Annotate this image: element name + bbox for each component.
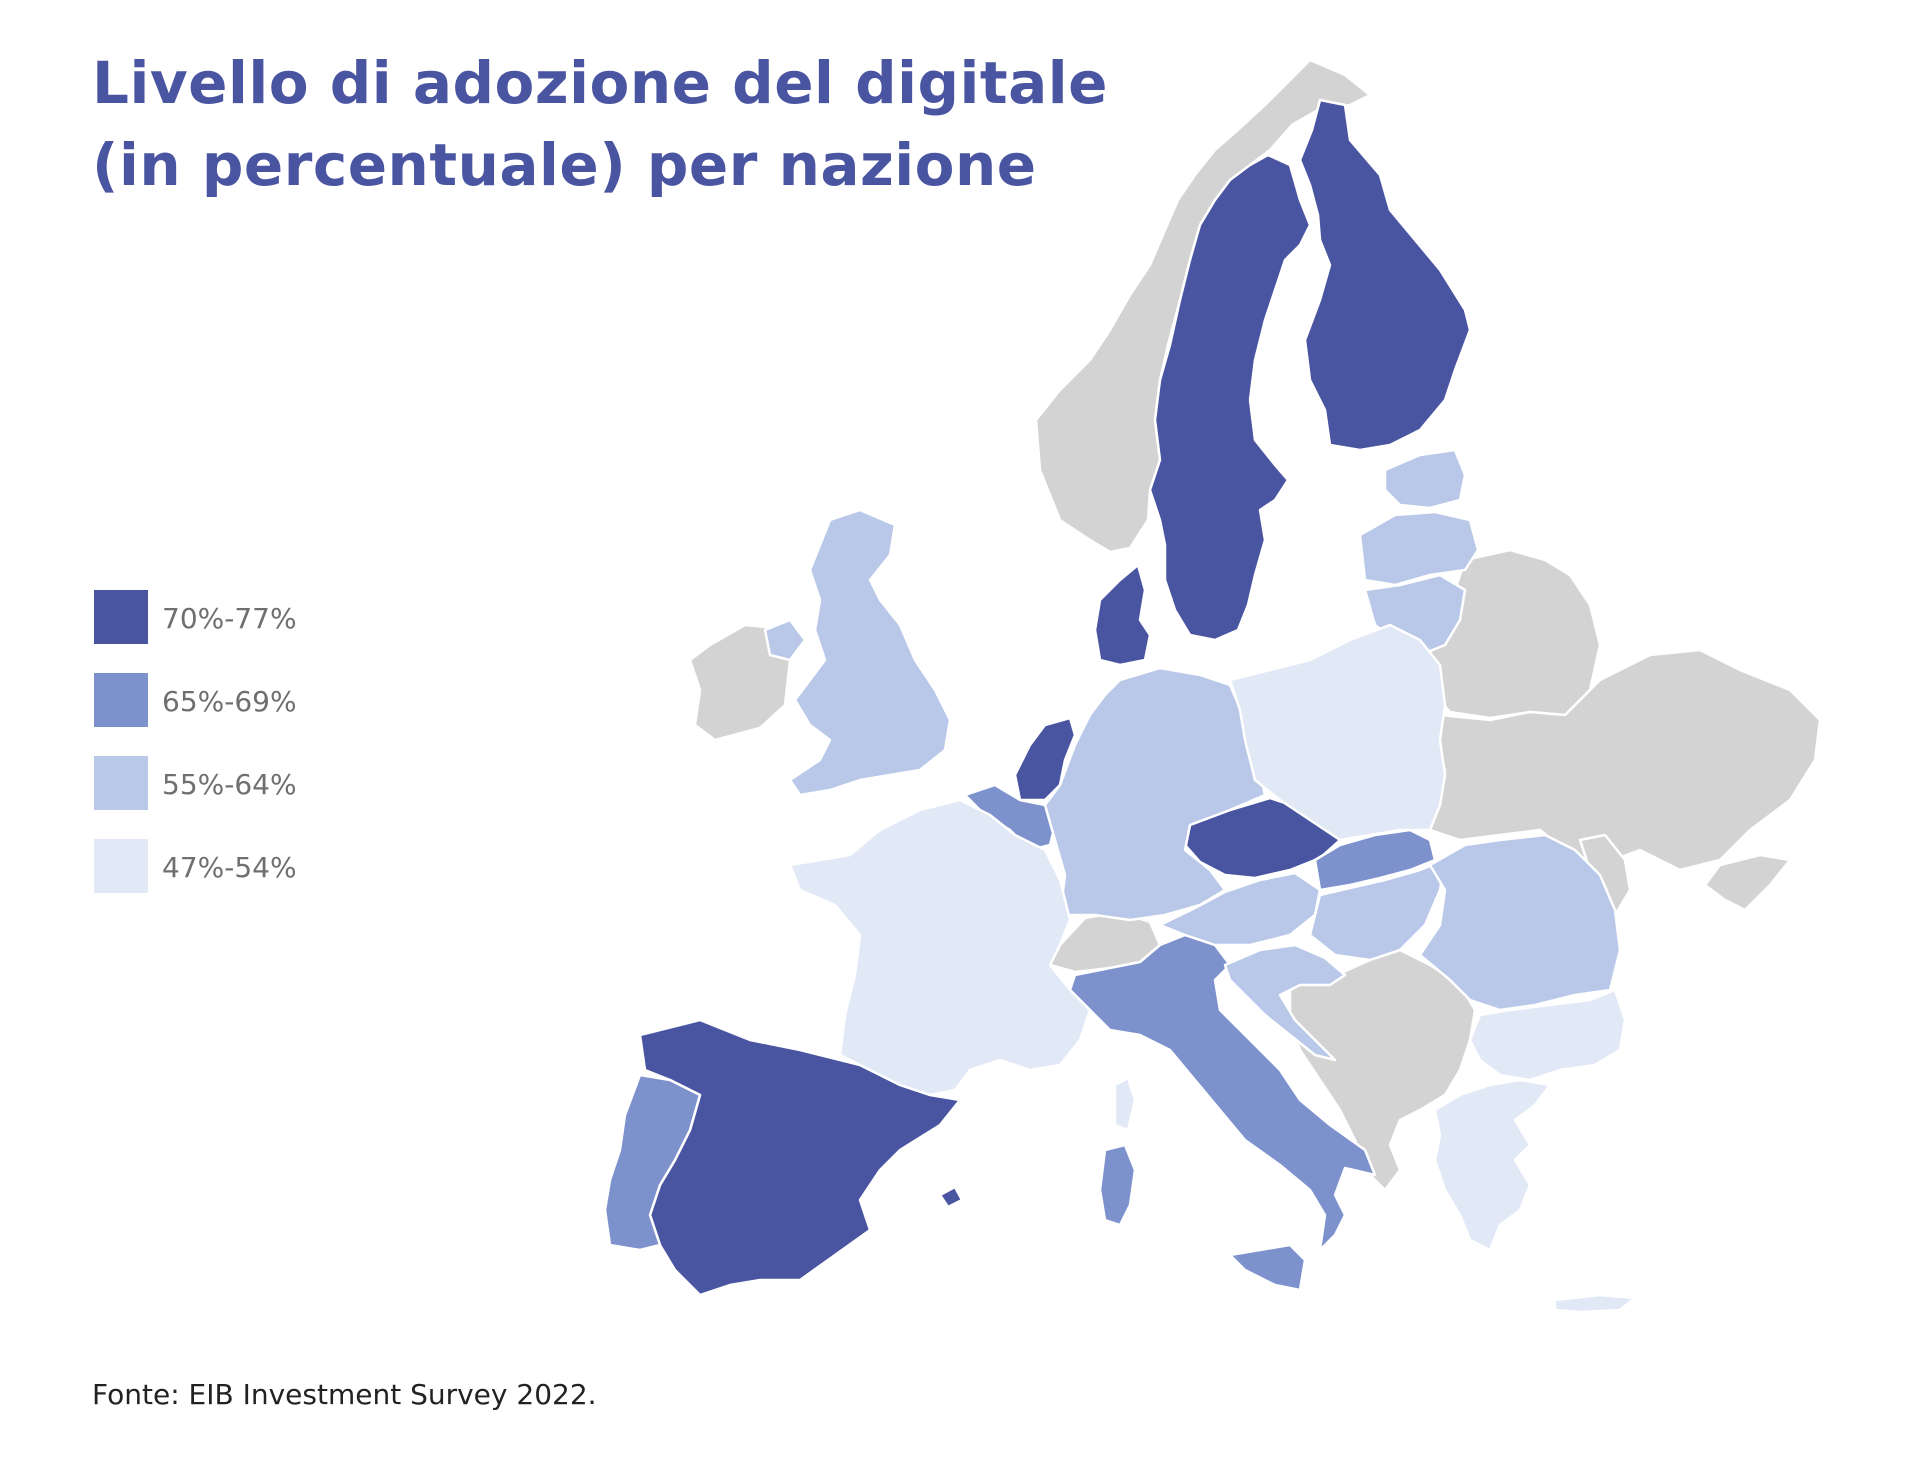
- country-cyprus-crete: [1553, 1293, 1637, 1314]
- legend-label-47-54: 47%-54%: [162, 851, 297, 884]
- country-sweden: [1148, 153, 1312, 642]
- country-northern-ireland: [763, 618, 807, 662]
- title-line-2: (in percentuale) per nazione: [92, 131, 1037, 199]
- country-sardinia: [1098, 1143, 1137, 1227]
- country-romania: [1418, 833, 1622, 1012]
- country-balkans: [1288, 948, 1477, 1192]
- country-italy: [1068, 933, 1377, 1252]
- country-united-kingdom: [788, 508, 952, 797]
- country-netherlands: [1013, 716, 1077, 802]
- country-ireland: [688, 623, 792, 742]
- country-latvia: [1358, 510, 1480, 587]
- country-crimea: [1703, 853, 1792, 912]
- country-ukraine: [1428, 648, 1822, 872]
- country-norway: [1034, 58, 1372, 554]
- country-poland: [1228, 623, 1447, 842]
- legend-label-70-77: 70%-77%: [162, 602, 297, 635]
- country-slovenia-croatia: [1223, 943, 1347, 1062]
- country-sicily: [1228, 1243, 1307, 1292]
- country-germany: [1043, 666, 1267, 922]
- country-greece: [1433, 1078, 1552, 1252]
- country-portugal: [603, 1073, 702, 1252]
- legend-swatch-70-77: [94, 590, 148, 644]
- country-denmark: [1093, 563, 1152, 667]
- country-balearic-islands: [938, 1185, 964, 1209]
- country-corsica: [1113, 1076, 1137, 1132]
- legend-label-55-64: 55%-64%: [162, 768, 297, 801]
- country-finland: [1298, 98, 1472, 452]
- legend-swatch-65-69: [94, 673, 148, 727]
- country-slovakia: [1313, 828, 1437, 892]
- map-title: Livello di adozione del digitale (in per…: [92, 42, 1108, 206]
- country-bulgaria: [1468, 988, 1627, 1082]
- title-line-1: Livello di adozione del digitale: [92, 49, 1108, 117]
- country-france: [788, 798, 1092, 1097]
- legend-label-65-69: 65%-69%: [162, 685, 297, 718]
- legend-swatch-47-54: [94, 839, 148, 893]
- source-note: Fonte: EIB Investment Survey 2022.: [92, 1378, 597, 1411]
- country-hungary: [1308, 858, 1447, 962]
- legend-swatch-55-64: [94, 756, 148, 810]
- country-estonia: [1383, 448, 1467, 510]
